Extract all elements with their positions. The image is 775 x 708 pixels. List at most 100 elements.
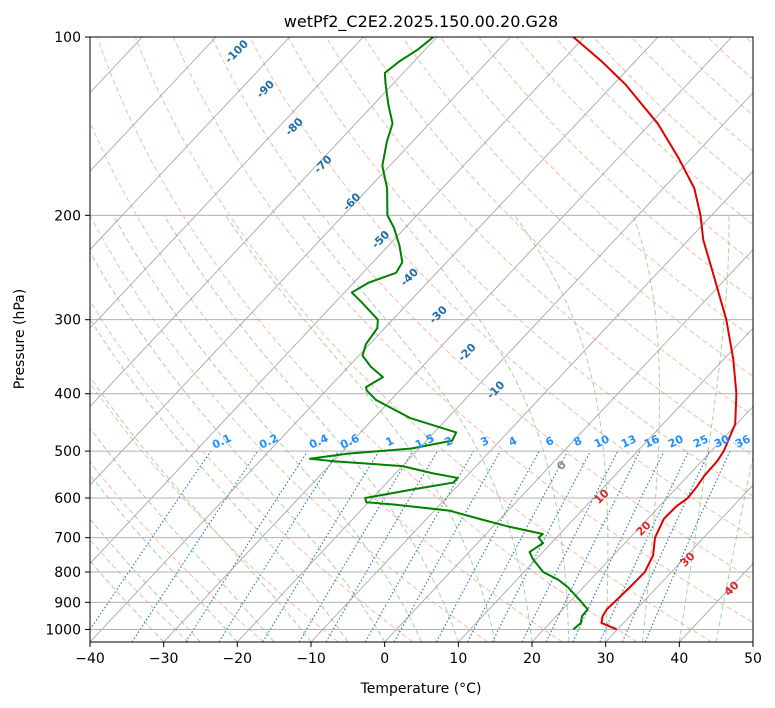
dry-adiabat [90,300,414,642]
chart-title: wetPf2_C2E2.2025.150.00.20.G28 [284,12,558,32]
mixing-ratio-line [131,450,259,642]
curve-label-layer: -100-90-80-70-60-50-40-30-20-10010203040… [210,37,753,599]
dry-adiabat [363,37,753,417]
isotherm-line [458,327,753,642]
dry-adiabat-label: 20 [634,518,654,538]
mixing-ratio-line [90,450,212,631]
moist-adiabat [514,215,609,642]
dry-adiabat-label: -50 [369,228,392,251]
dewpoint-line [308,37,589,631]
mixing-ratio-line [325,450,439,642]
mixing-ratio-line [621,450,710,642]
isotherm-line [90,37,511,486]
moist-adiabat [397,215,570,642]
mixing-ratio-line [218,450,339,642]
moist-adiabat [715,454,753,642]
mixing-ratio-line [185,450,309,642]
dry-adiabat [90,120,563,642]
dry-adiabat [96,37,638,642]
mixing-ratio-line [521,450,619,642]
x-tick-label: 50 [744,651,762,667]
dry-adiabat [707,37,753,80]
mixing-ratio-line [467,450,569,642]
isotherm-line [163,37,732,642]
x-tick-label: −20 [223,651,253,667]
x-tick-label: 0 [380,651,389,667]
x-tick-label: 20 [523,651,541,667]
isotherm-line [0,37,69,642]
moist-adiabat [90,251,386,642]
y-tick-label: 900 [54,595,81,611]
dry-adiabat-label: -70 [311,153,334,176]
moist-adiabat [90,427,275,642]
moist-adiabat [90,376,312,642]
y-tick-label: 300 [54,313,81,329]
dry-adiabat [90,214,488,642]
dry-adiabat [249,37,753,539]
y-tick-label: 800 [54,565,81,581]
x-tick-label: 30 [597,651,615,667]
moist-adiabat [112,215,422,642]
dry-adiabat [134,37,712,642]
dry-adiabat-label: -40 [398,265,421,288]
isotherm-line [90,37,364,329]
mixing-ratio-label: 0.2 [257,432,280,452]
mixing-ratio-label: 3 [479,434,491,449]
mixing-ratio-label: 30 [712,432,732,450]
mixing-ratio-label: 1 [384,434,396,449]
x-tick-label: −30 [149,651,179,667]
y-tick-label: 700 [54,531,81,547]
dry-adiabat-label: 10 [592,486,612,506]
y-axis-label: Pressure (hPa) [12,289,28,389]
isotherm-line [237,92,753,642]
isotherm-line [90,37,585,565]
mixing-ratio-label: 13 [619,432,638,450]
dry-adiabat-label: -30 [427,303,450,326]
mixing-ratio-line [262,450,380,642]
x-axis-label: Temperature (°C) [360,681,482,697]
isotherm-line [90,37,290,251]
dry-adiabat [173,37,753,624]
moist-adiabat [90,318,349,642]
mixing-ratio-line [599,450,690,642]
mixing-ratio-line [572,450,665,642]
dry-adiabat [90,539,190,642]
plot-frame [89,36,754,643]
isotherm-line [679,562,753,642]
mixing-ratio-label: 0.4 [307,431,330,451]
x-tick-label: 10 [449,651,467,667]
dry-adiabat-label: -60 [340,190,363,213]
y-tick-label: 100 [54,30,81,46]
dry-adiabat [402,37,753,378]
isotherm-line [752,641,753,642]
dry-adiabat-label: -10 [484,378,507,401]
mixing-ratio-line [644,450,731,642]
mixing-ratio-label: 1.5 [413,432,436,452]
x-tick-label: −40 [75,651,105,667]
temperature-line [572,37,738,631]
dry-adiabat [440,37,753,339]
mixing-ratio-line [364,450,475,642]
mixing-ratio-line [491,450,591,642]
dry-adiabat-label: -100 [222,37,251,66]
isotherm-line [90,37,217,172]
dry-adiabat-label: -90 [254,77,277,100]
mixing-ratio-label: 8 [572,434,584,449]
grid-layer [0,37,753,642]
mixing-ratio-label: 36 [733,432,753,450]
isotherm-line [531,405,753,642]
x-tick-label: −10 [296,651,326,667]
mixing-ratio-label: 16 [642,432,662,450]
x-tick-label: 40 [670,651,688,667]
moist-adiabat [632,215,661,642]
dry-adiabat [592,37,753,189]
mixing-ratio-label: 10 [592,432,612,450]
dry-adiabat [745,37,753,45]
y-tick-label: 500 [54,444,81,460]
y-tick-label: 400 [54,387,81,403]
mixing-ratio-line [545,450,641,642]
axis-layer: −40 −30 −20 −10 0 10 20 30 40 50 1000 900 800 700 600 5… [45,30,762,667]
dry-adiabat [516,37,753,263]
mixing-ratio-label: 2 [443,434,455,449]
